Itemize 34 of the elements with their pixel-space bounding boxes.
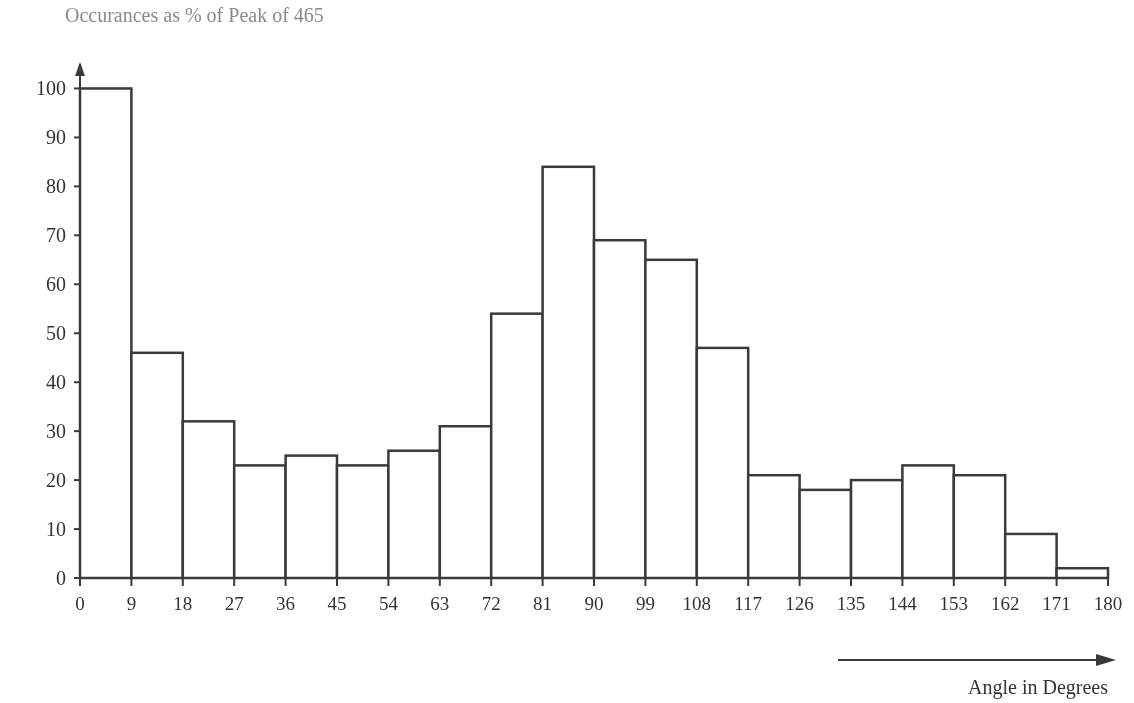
x-tick-label: 9 — [126, 593, 137, 614]
x-tick-label: 18 — [173, 593, 193, 614]
x-tick-label: 63 — [430, 593, 450, 614]
y-tick-label: 80 — [46, 175, 66, 198]
y-tick-label: 90 — [46, 126, 66, 149]
x-tick-label: 0 — [75, 593, 85, 614]
x-tick-label: 36 — [276, 593, 296, 614]
y-tick-label: 20 — [46, 469, 66, 492]
x-tick-label: 153 — [939, 593, 969, 614]
y-tick-label: 70 — [46, 224, 66, 247]
x-tick-label: 135 — [836, 593, 866, 614]
x-tick-label: 180 — [1093, 593, 1123, 614]
chart-title: Occurances as % of Peak of 465 — [65, 4, 324, 26]
x-tick-label: 117 — [734, 593, 763, 614]
x-tick-label: 126 — [785, 593, 814, 614]
x-tick-label: 171 — [1042, 593, 1071, 614]
y-tick-label: 100 — [36, 77, 66, 100]
x-tick-label: 99 — [635, 593, 655, 614]
x-axis-title: Angle in Degrees — [968, 676, 1109, 699]
y-tick-label: 50 — [46, 322, 66, 345]
y-tick-label: 40 — [46, 371, 66, 394]
x-tick-label: 144 — [888, 593, 918, 614]
y-tick-label: 30 — [46, 420, 66, 443]
y-tick-label: 60 — [46, 273, 66, 296]
x-tick-label: 27 — [224, 593, 244, 614]
x-tick-label: 81 — [533, 593, 553, 614]
x-tick-label: 72 — [481, 593, 501, 614]
x-tick-label: 45 — [327, 593, 347, 614]
x-tick-label: 90 — [584, 593, 604, 614]
y-tick-label: 0 — [56, 567, 66, 589]
y-tick-label: 10 — [46, 518, 66, 541]
x-tick-label: 54 — [378, 593, 399, 614]
x-tick-label: 108 — [682, 593, 712, 614]
x-tick-label: 162 — [990, 593, 1020, 614]
